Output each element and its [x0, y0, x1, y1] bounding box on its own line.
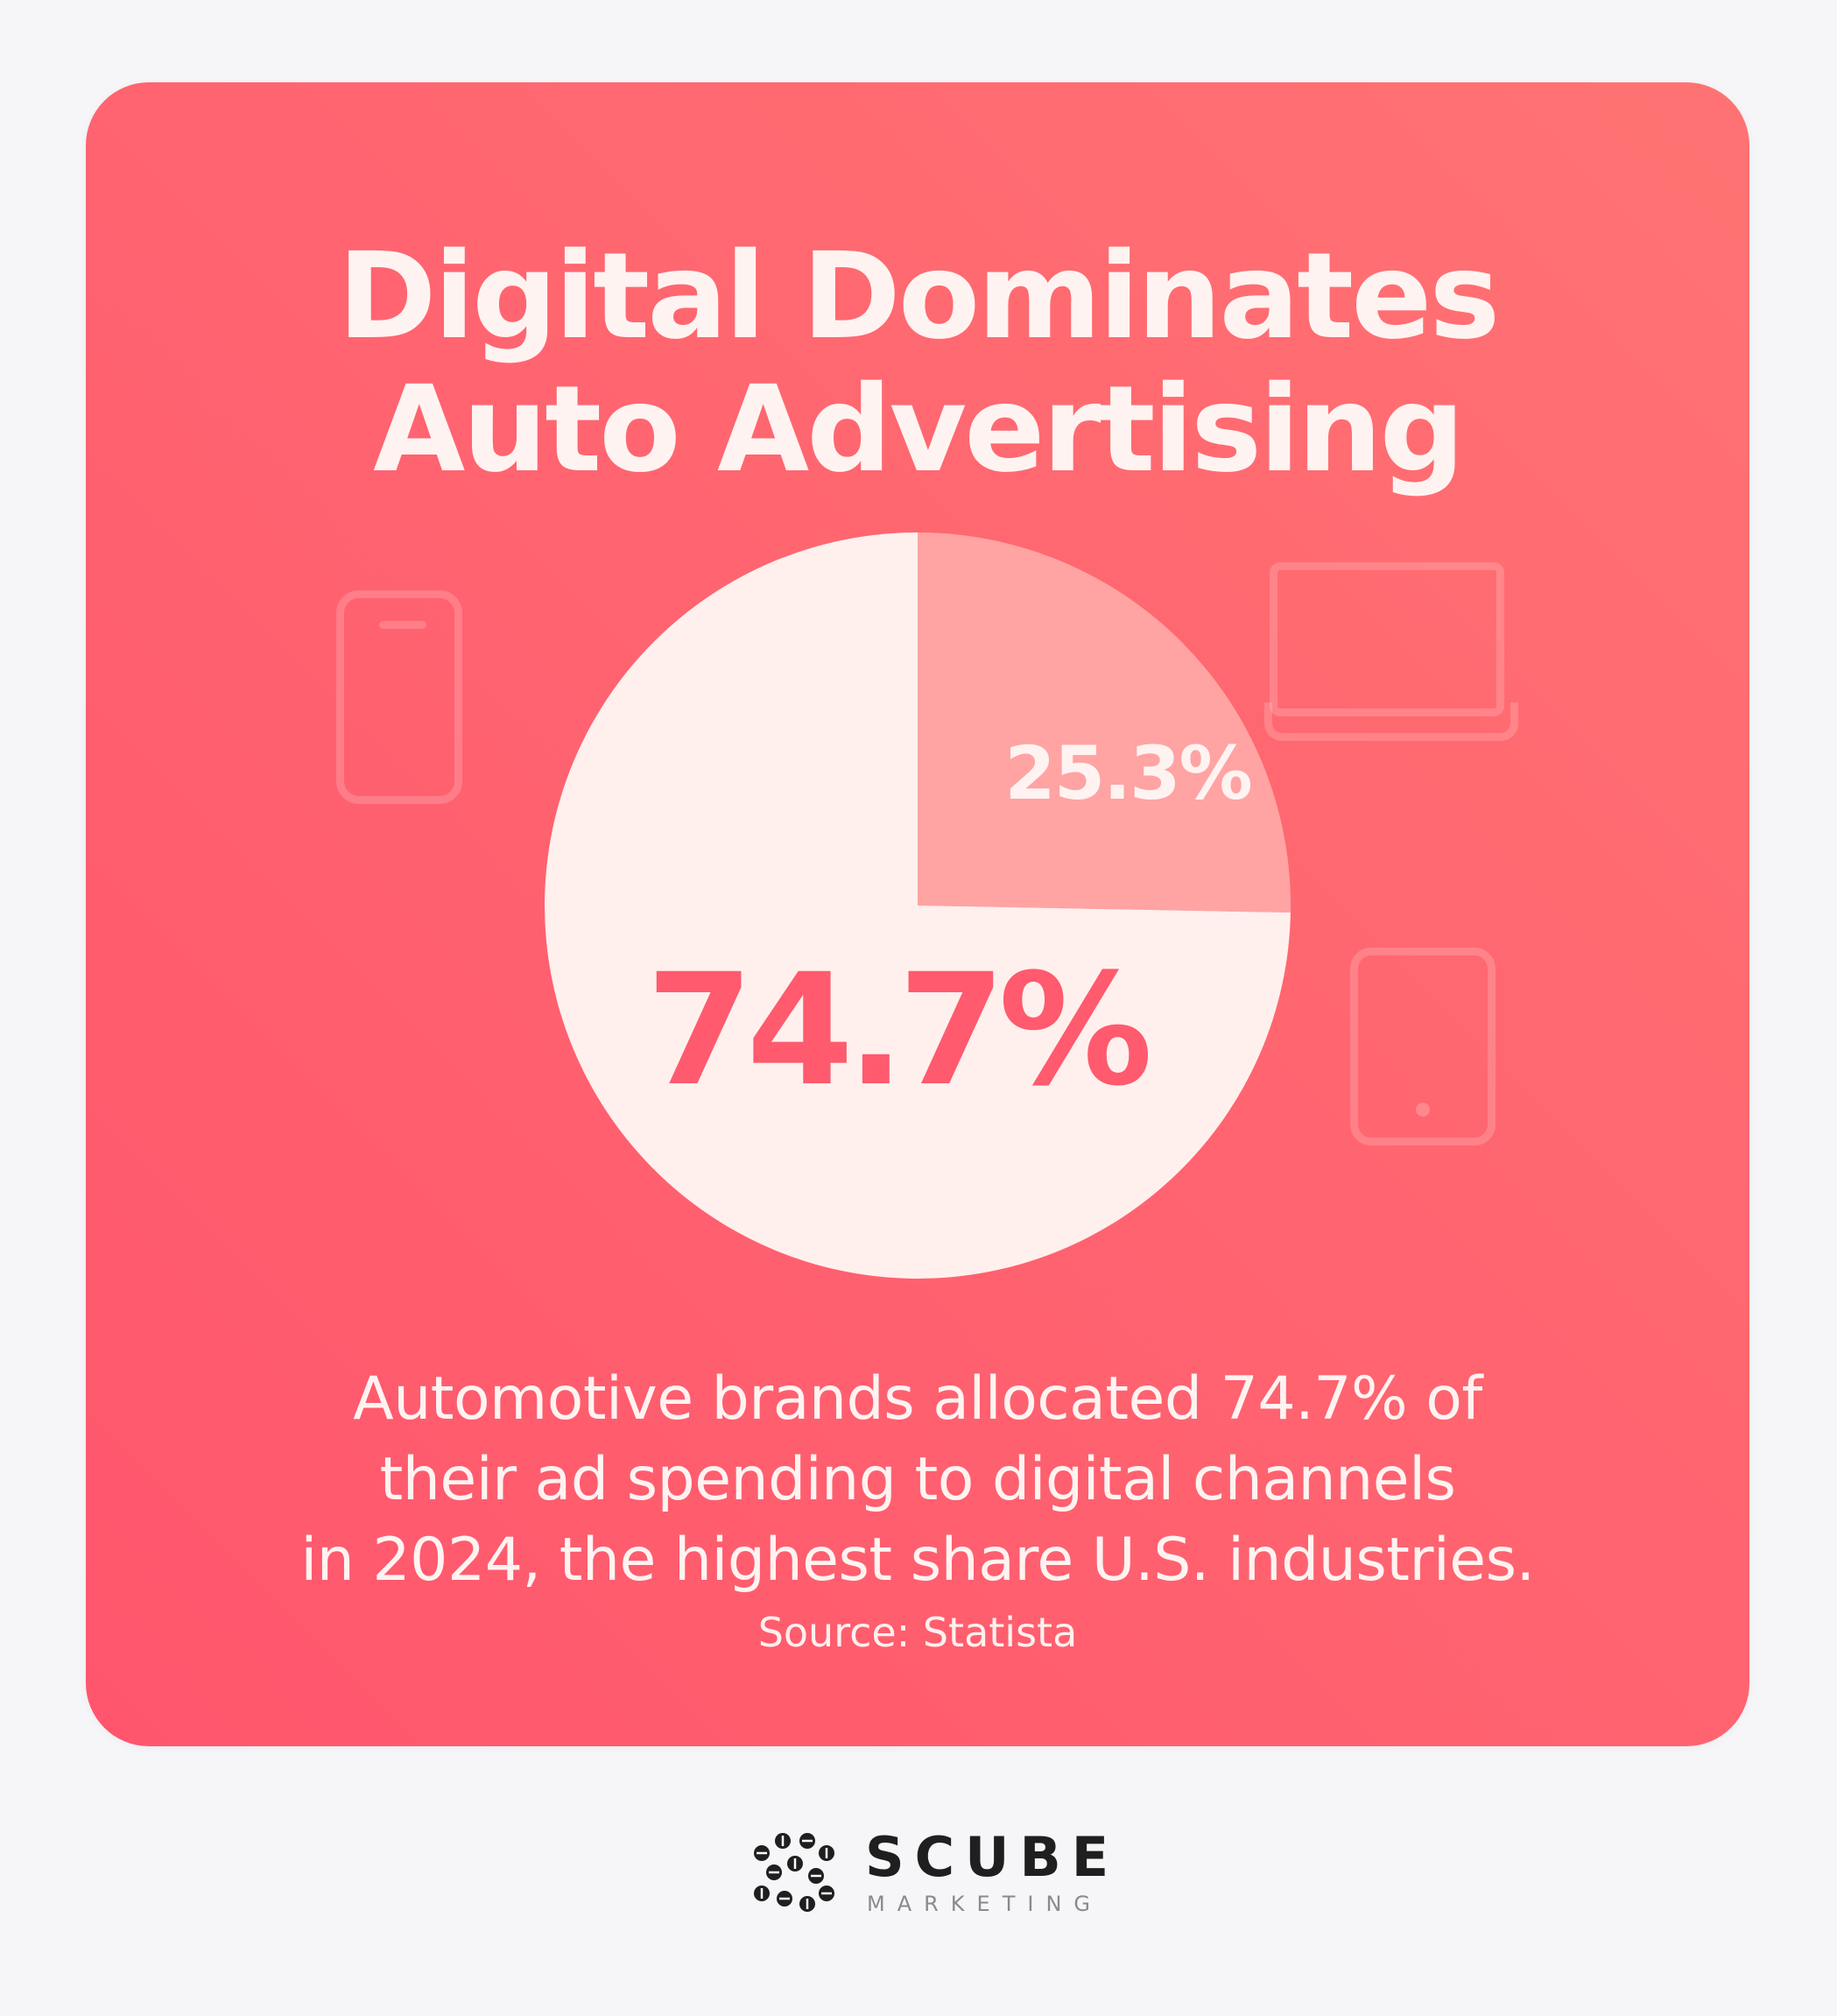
- slice-label-small: 25.3%: [1004, 730, 1252, 816]
- pie-chart: [544, 532, 1291, 1279]
- logo-tagline: MARKETING: [867, 1892, 1102, 1916]
- laptop-icon: [1270, 562, 1504, 716]
- description-line-2: their ad spending to digital channels: [379, 1445, 1456, 1514]
- scube-logo-icon: [754, 1833, 834, 1912]
- tablet-home-button: [1416, 1103, 1430, 1117]
- source-text: Source: Statista: [757, 1609, 1078, 1656]
- title-line-1: Digital Dominates: [337, 228, 1501, 366]
- description-line-3: in 2024, the highest share U.S. industri…: [300, 1526, 1535, 1595]
- description-line-1: Automotive brands allocated 74.7% of: [353, 1364, 1482, 1434]
- pie-slice-minor: [918, 532, 1291, 913]
- phone-notch: [379, 621, 426, 629]
- laptop-base: [1264, 702, 1518, 741]
- tablet-icon: [1350, 948, 1496, 1145]
- smartphone-icon: [336, 590, 462, 804]
- pie-slice-major: [544, 532, 1291, 1279]
- infographic-card: Digital Dominates Auto Advertising 25.3%…: [86, 82, 1749, 1746]
- logo-wordmark: SCUBE: [865, 1825, 1120, 1889]
- brand-logo: SCUBE MARKETING: [744, 1823, 1112, 1928]
- title-line-2: Auto Advertising: [373, 361, 1465, 499]
- slice-label-large: 74.7%: [646, 941, 1153, 1120]
